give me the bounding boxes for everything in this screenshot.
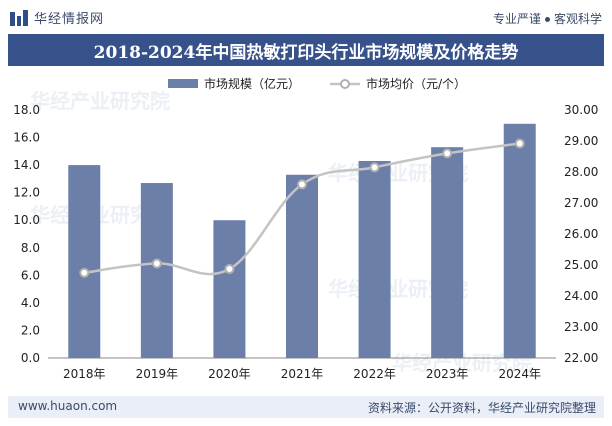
- legend-bar-swatch: [168, 79, 198, 88]
- dot-separator-icon: [544, 17, 550, 22]
- y-right-tick-label-3: 25.00: [564, 258, 598, 272]
- price-point-2019年: [151, 258, 162, 269]
- x-tick-label-6: 2024年: [498, 367, 541, 381]
- slogan-left: 专业严谨: [492, 12, 541, 26]
- footer-site: www.huaon.com: [18, 399, 118, 413]
- brand-slogan: 专业严谨 客观科学: [493, 10, 602, 27]
- y-left-tick-label-6: 12.0: [13, 186, 40, 200]
- y-right-tick-label-6: 28.00: [564, 165, 598, 179]
- legend-bar-label: 市场规模（亿元）: [204, 76, 300, 91]
- legend-line-marker: [340, 79, 350, 89]
- price-point-2018年: [79, 267, 90, 278]
- y-left-tick-label-2: 4.0: [21, 296, 40, 310]
- y-right-tick-label-0: 22.00: [564, 351, 598, 365]
- watermark-text-0: 华经产业研究院: [30, 89, 170, 113]
- bar-2024年: [503, 123, 536, 359]
- top-bar: 华经情报网 专业严谨 客观科学: [0, 0, 612, 34]
- bar-2020年: [213, 220, 246, 358]
- y-left-tick-label-3: 6.0: [21, 268, 40, 282]
- bar-2018年: [68, 165, 101, 358]
- y-right-tick-label-2: 24.00: [564, 289, 598, 303]
- y-right-tick-label-5: 27.00: [564, 196, 598, 210]
- x-tick-label-4: 2022年: [353, 367, 396, 381]
- x-tick-label-2: 2020年: [208, 367, 251, 381]
- chart-title: 2018-2024年中国热敏打印头行业市场规模及价格走势: [93, 42, 519, 63]
- price-point-2023年: [442, 148, 453, 159]
- y-left-tick-label-4: 8.0: [21, 241, 40, 255]
- y-right-tick-label-1: 23.00: [564, 320, 598, 334]
- price-point-2024年: [514, 138, 525, 149]
- y-right-tick-label-8: 30.00: [564, 103, 598, 117]
- bar-2021年: [286, 174, 318, 358]
- bar-chart-logo-icon: [10, 9, 29, 26]
- bar-2019年: [140, 183, 173, 358]
- footer-bar: [8, 396, 604, 418]
- brand-logo: 华经情报网: [10, 8, 104, 27]
- y-right-tick-label-7: 29.00: [564, 134, 598, 148]
- chart-title-bar: 2018-2024年中国热敏打印头行业市场规模及价格走势: [8, 34, 604, 66]
- bar-2023年: [431, 147, 464, 358]
- legend-line-label: 市场均价（元/个）: [366, 76, 466, 91]
- y-right-tick-label-4: 26.00: [564, 227, 598, 241]
- y-left-tick-label-9: 18.0: [13, 103, 40, 117]
- x-tick-label-1: 2019年: [136, 367, 179, 381]
- slogan-right: 客观科学: [553, 12, 602, 26]
- x-tick-label-5: 2023年: [426, 367, 469, 381]
- y-left-tick-label-0: 0.0: [21, 351, 40, 365]
- y-left-tick-label-8: 16.0: [13, 131, 40, 145]
- bar-2022年: [358, 160, 391, 358]
- y-left-tick-label-7: 14.0: [13, 158, 40, 172]
- brand-name: 华经情报网: [34, 12, 105, 27]
- price-point-2021年: [297, 179, 307, 190]
- price-point-2022年: [369, 162, 380, 173]
- x-tick-label-3: 2021年: [281, 367, 324, 381]
- y-left-tick-label-5: 10.0: [13, 213, 40, 227]
- y-left-tick-label-1: 2.0: [21, 323, 40, 337]
- x-tick-label-0: 2018年: [63, 367, 106, 381]
- price-point-2020年: [224, 264, 235, 275]
- footer-source: 资料来源：公开资料，华经产业研究院整理: [367, 401, 596, 415]
